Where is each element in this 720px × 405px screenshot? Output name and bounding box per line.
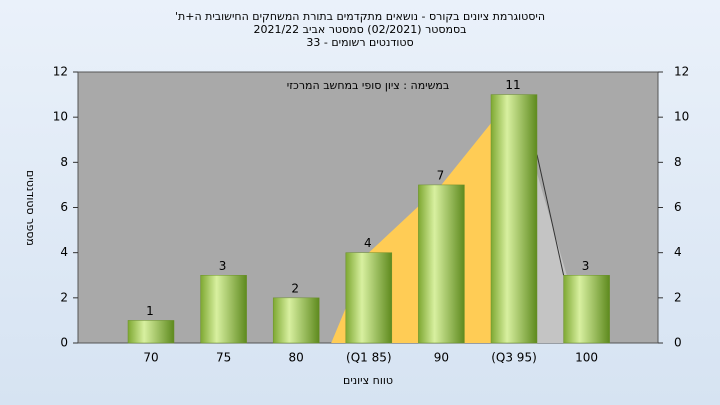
y-tick-label: 12: [53, 65, 68, 79]
y2-tick-label: 6: [674, 200, 682, 214]
value-label: 1: [146, 304, 154, 318]
bar: [563, 275, 610, 344]
y-tick-label: 10: [53, 110, 68, 124]
y-tick-label: 2: [60, 290, 68, 304]
x-tick-label: 90: [434, 351, 449, 365]
value-label: 2: [291, 281, 299, 295]
title-line: סטודנטים רשומים - 33: [306, 36, 413, 49]
bar: [345, 252, 393, 344]
x-tick-label: 70: [143, 351, 158, 365]
x-tick-label: (Q1 85): [346, 351, 392, 365]
bar: [490, 94, 538, 344]
y-tick-label: 4: [60, 245, 68, 259]
bar: [272, 297, 320, 344]
y-tick-label: 0: [60, 336, 68, 350]
y2-tick-label: 2: [674, 290, 682, 304]
x-axis-label: טווח ציונים: [343, 374, 393, 387]
y-tick-label: 6: [60, 200, 68, 214]
value-label: 7: [437, 168, 445, 182]
tail-line: [536, 154, 565, 276]
y-axis-label: מספר סטודנטים: [24, 170, 37, 246]
y2-tick-label: 4: [674, 245, 682, 259]
y2-tick-label: 0: [674, 336, 682, 350]
y2-tick-label: 8: [674, 155, 682, 169]
y2-tick-label: 10: [674, 110, 689, 124]
value-label: 11: [505, 78, 520, 92]
value-label: 3: [582, 259, 590, 273]
value-label: 3: [219, 259, 227, 273]
x-tick-label: 75: [216, 351, 231, 365]
bar: [418, 184, 465, 344]
annotation: במשימה : ציון סופי במחשב המרכזי: [287, 79, 450, 92]
bar: [127, 320, 175, 344]
y2-tick-label: 12: [674, 65, 689, 79]
title-line: היסטוגרמת ציונים בקורס - נושאים מתקדמים …: [175, 10, 545, 23]
x-tick-label: (Q3 95): [491, 351, 537, 365]
x-tick-label: 100: [575, 351, 598, 365]
x-tick-label: 80: [289, 351, 304, 365]
title-line: בסמסטר (02/2021) סמסטר אביב 2021/22: [253, 23, 466, 36]
bar: [200, 275, 247, 344]
y-tick-label: 8: [60, 155, 68, 169]
value-label: 4: [364, 236, 372, 250]
